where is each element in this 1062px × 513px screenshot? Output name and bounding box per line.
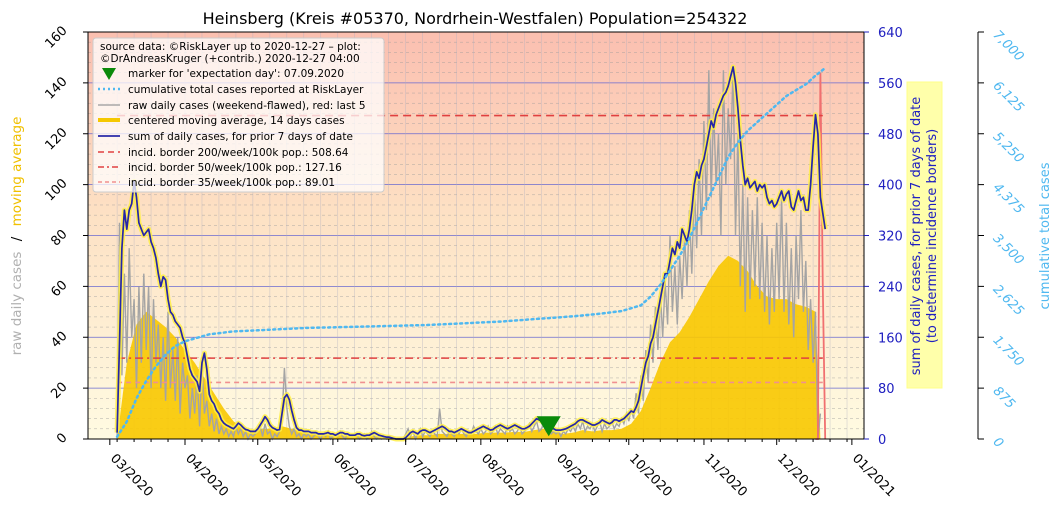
left-axis-label: raw daily cases / moving average (9, 117, 25, 356)
cumulative-axis-tick-label: 6,125 (990, 79, 1027, 116)
right-axis-tick-label: 560 (878, 77, 903, 92)
cumulative-axis-tick-label: 875 (990, 384, 1018, 412)
left-axis-label-ma: moving average (9, 117, 25, 227)
right-axis-label-line2: (to determine incidence borders) (925, 129, 940, 344)
right-axis-tick-label: 160 (878, 331, 903, 346)
series-layer (114, 64, 828, 442)
right-axis-sum: 0 80 160 240 320 400 480 560 640 (864, 26, 903, 448)
cumulative-axis-tick-label: 3,500 (990, 231, 1027, 268)
legend: source data: ©RiskLayer up to 2020-12-27… (92, 37, 385, 193)
cumulative-axis-tick-label: 2,625 (990, 282, 1027, 319)
left-axis-label-sep: / (9, 236, 25, 241)
x-axis-tick-label: 10/2020 (626, 451, 675, 500)
legend-marker-symbol (102, 68, 116, 80)
left-axis-tick-label: 80 (48, 227, 70, 249)
legend-item-cumulative: cumulative total cases reported at RiskL… (128, 84, 364, 96)
legend-item-border50: incid. border 50/week/100k pop.: 127.16 (128, 162, 342, 174)
x-axis-tick-label: 06/2020 (330, 451, 379, 500)
left-axis: 0 20 40 60 80 100 120 140 160 (42, 24, 88, 447)
chart-title: Heinsberg (Kreis #05370, Nordrhein-Westf… (203, 9, 748, 28)
right-axis-tick-label: 320 (878, 230, 903, 245)
left-axis-tick-label: 100 (42, 176, 70, 204)
legend-item-marker: marker for 'expectation day': 07.09.2020 (128, 68, 344, 80)
x-axis-tick-label: 01/2021 (849, 451, 898, 500)
series-sum-7day (116, 66, 827, 440)
right-axis-tick-label: 640 (878, 26, 903, 41)
x-axis-tick-label: 04/2020 (182, 451, 231, 500)
x-axis: 03/2020 04/2020 05/2020 06/2020 07/2020 08/20… (107, 439, 898, 500)
cumulative-axis-tick-label: 1,750 (990, 333, 1027, 370)
legend-item-raw: raw daily cases (weekend-flawed), red: l… (128, 100, 366, 112)
legend-item-sum: sum of daily cases, for prior 7 days of … (128, 131, 353, 143)
left-axis-tick-label: 0 (54, 431, 70, 447)
expectation-day-marker (536, 416, 561, 437)
x-axis-tick-label: 07/2020 (403, 451, 452, 500)
legend-source-line1: source data: ©RiskLayer up to 2020-12-27… (100, 41, 361, 53)
left-axis-tick-label: 140 (42, 74, 70, 102)
legend-item-border35: incid. border 35/week/100k pop.: 89.01 (128, 177, 335, 189)
left-axis-tick-label: 160 (42, 24, 70, 52)
right-axis-tick-label: 0 (878, 433, 886, 448)
right-axis-tick-label: 480 (878, 128, 903, 143)
cumulative-axis-label: cumulative total cases (1038, 162, 1053, 309)
legend-item-border200: incid. border 200/week/100k pop.: 508.64 (128, 147, 349, 159)
right-axis-label-box (906, 81, 943, 389)
right-axis-tick-label: 80 (878, 382, 895, 397)
x-axis-tick-label: 12/2020 (774, 451, 823, 500)
legend-source-line2: ©DrAndreasKruger (+contrib.) 2020-12-27 … (100, 53, 360, 65)
cumulative-axis-tick-label: 7,000 (990, 28, 1027, 65)
right-axis-label-line1: sum of daily cases, for prior 7 days of … (909, 97, 924, 376)
left-axis-label-raw: raw daily cases (9, 252, 25, 356)
left-axis-tick-label: 40 (48, 329, 70, 351)
x-axis-tick-label: 05/2020 (255, 451, 304, 500)
cumulative-axis-tick-label: 5,250 (990, 130, 1027, 167)
x-axis-tick-label: 11/2020 (701, 451, 750, 500)
legend-box (92, 37, 385, 193)
series-cumulative (115, 66, 827, 438)
left-axis-tick-label: 120 (42, 125, 70, 153)
x-axis-tick-label: 08/2020 (478, 451, 527, 500)
cumulative-axis-tick-label: 4,375 (990, 180, 1027, 217)
right-axis-tick-label: 240 (878, 280, 903, 295)
cumulative-axis-tick-label: 0 (990, 435, 1006, 451)
left-axis-tick-label: 20 (48, 380, 70, 402)
left-axis-tick-label: 60 (48, 278, 70, 300)
x-axis-tick-label: 03/2020 (107, 451, 156, 500)
right-axis-cumulative: 0 875 1,750 2,625 3,500 4,375 5,250 6,125 7,000 (977, 28, 1027, 451)
legend-item-ma: centered moving average, 14 days cases (128, 115, 345, 127)
x-axis-tick-label: 09/2020 (553, 451, 602, 500)
series-moving-average-area (117, 255, 821, 439)
right-axis-tick-label: 400 (878, 179, 903, 194)
